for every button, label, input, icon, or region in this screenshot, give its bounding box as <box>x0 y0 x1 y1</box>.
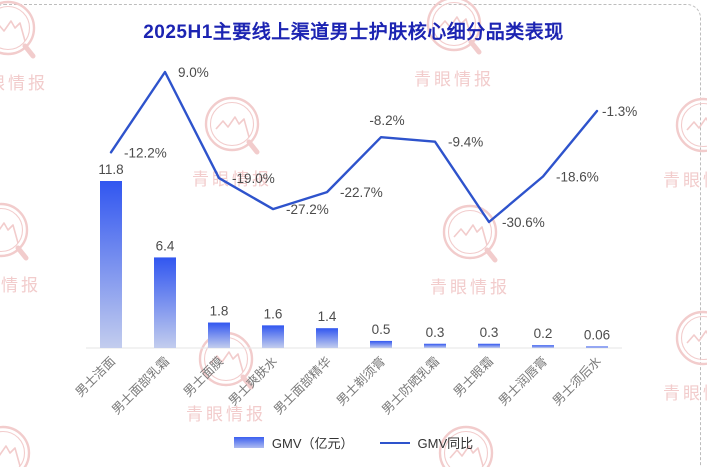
legend-bar-swatch-icon <box>233 437 264 448</box>
yoy-value-label: 9.0% <box>178 65 209 80</box>
yoy-value-label: -8.2% <box>369 113 404 128</box>
category-label: 男士面部乳霜 <box>108 354 172 418</box>
category-label: 男士润唇膏 <box>495 354 550 409</box>
yoy-value-label: -22.7% <box>340 185 383 200</box>
gmv-bar <box>424 343 446 348</box>
yoy-value-label: -27.2% <box>286 202 329 217</box>
bar-value-label: 0.2 <box>534 326 553 341</box>
legend-yoy-label: GMV同比 <box>417 436 474 451</box>
legend: GMV（亿元） GMV同比 <box>0 433 707 452</box>
bar-value-label: 1.4 <box>318 309 337 324</box>
yoy-value-label: -9.4% <box>448 135 483 150</box>
gmv-bar <box>208 322 230 348</box>
category-label: 男士面膜 <box>181 354 226 399</box>
category-label: 男士防晒乳霜 <box>378 354 442 418</box>
bar-value-label: 0.3 <box>426 325 445 340</box>
category-label: 男士眼霜 <box>451 354 496 399</box>
bar-value-label: 6.4 <box>156 238 175 253</box>
yoy-value-label: -12.2% <box>124 145 167 160</box>
bar-value-label: 1.6 <box>264 306 283 321</box>
yoy-value-label: -19.0% <box>232 171 275 186</box>
gmv-bar <box>100 181 122 348</box>
category-label: 男士剃须膏 <box>333 354 388 409</box>
yoy-trend-line <box>109 70 599 224</box>
legend-line-swatch-icon <box>379 441 410 444</box>
category-label: 男士洁面 <box>73 354 118 399</box>
gmv-bar <box>478 343 500 348</box>
category-label: 男士须后水 <box>550 354 604 408</box>
gmv-bar <box>154 257 176 348</box>
legend-gmv-label: GMV（亿元） <box>271 436 354 451</box>
bar-value-label: 0.06 <box>584 327 610 342</box>
bar-value-label: 0.3 <box>480 325 499 340</box>
gmv-bar <box>532 345 554 348</box>
category-label: 男士面部精华 <box>270 354 334 418</box>
gmv-bar <box>370 340 392 348</box>
category-label: 男士爽肤水 <box>225 353 280 408</box>
bar-value-label: 1.8 <box>210 304 229 319</box>
bar-value-label: 11.8 <box>98 162 123 177</box>
gmv-bar <box>586 346 608 348</box>
bar-value-label: 0.5 <box>372 322 391 337</box>
yoy-value-label: -1.3% <box>602 104 637 119</box>
gmv-bar <box>316 328 338 348</box>
gmv-bar <box>262 325 284 348</box>
yoy-value-label: -18.6% <box>556 170 599 185</box>
yoy-value-label: -30.6% <box>502 215 545 230</box>
